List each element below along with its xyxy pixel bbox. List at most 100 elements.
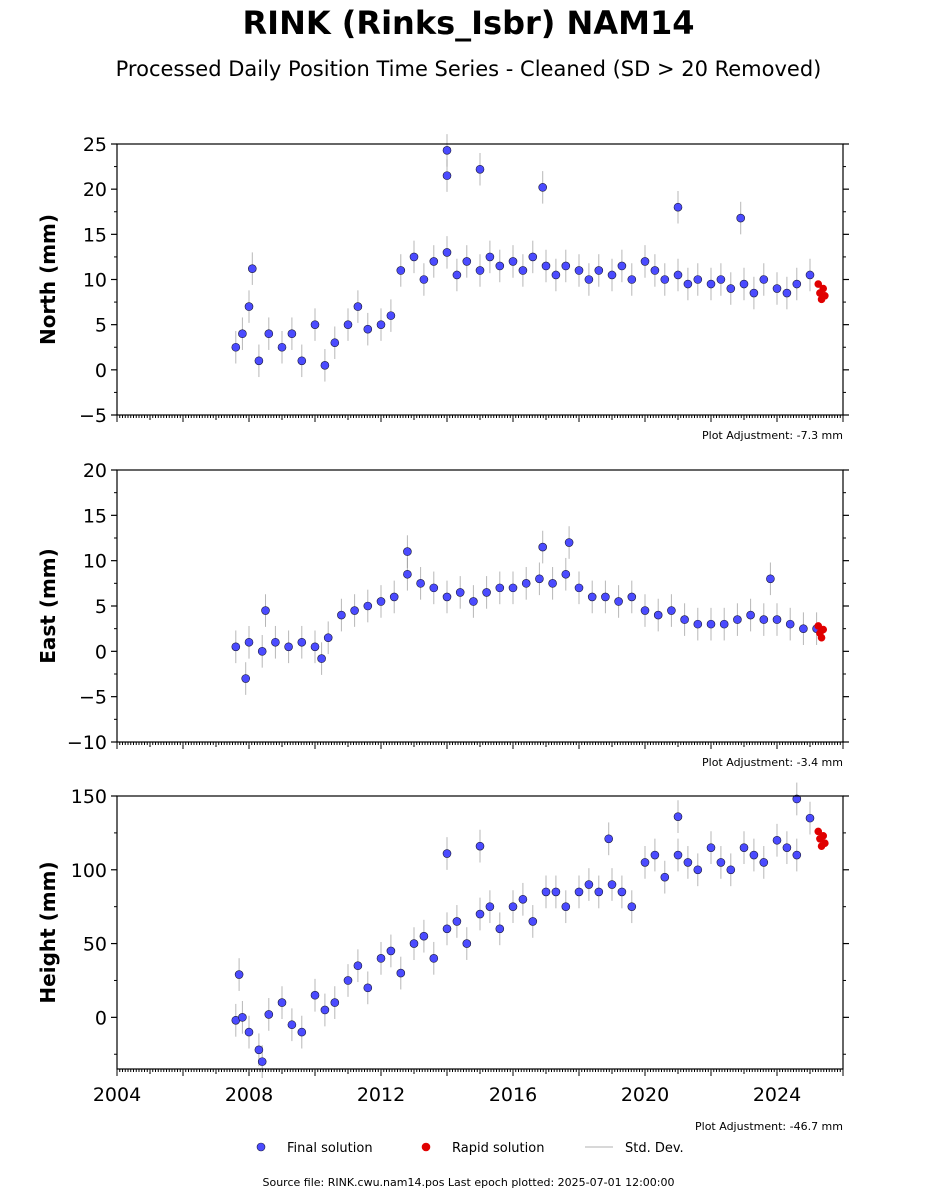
final-solution-point <box>673 202 683 212</box>
final-solution-point <box>320 1005 330 1015</box>
y-tick-label: 0 <box>95 641 107 663</box>
final-solution-point <box>231 342 241 352</box>
final-solution-point <box>601 592 610 602</box>
rapid-solution-point <box>821 839 829 848</box>
final-solution-point <box>739 843 749 852</box>
final-solution-point <box>518 894 528 904</box>
final-solution-point <box>277 998 287 1007</box>
panel-2: 0 50 100 150 2004 2008 2012 2016 2020 2024 Height … <box>36 782 849 1133</box>
final-solution-point <box>462 257 472 266</box>
final-solution-point <box>716 858 726 867</box>
final-solution-point <box>594 887 604 897</box>
final-solution-point <box>254 1045 264 1055</box>
final-solution-point <box>538 542 548 552</box>
final-solution-point <box>271 637 280 647</box>
y-tick-label: −5 <box>79 405 107 427</box>
final-solution-point <box>495 261 505 271</box>
final-solution-point <box>640 606 650 615</box>
final-solution-point <box>231 642 241 652</box>
final-solution-point <box>442 849 452 858</box>
legend-label: Std. Dev. <box>625 1141 684 1156</box>
final-solution-point <box>284 642 293 652</box>
final-solution-point <box>409 939 419 948</box>
final-solution-point <box>660 275 670 284</box>
chart-subtitle: Processed Daily Position Time Series - C… <box>115 57 822 81</box>
final-solution-point <box>396 266 406 275</box>
y-tick-label: 150 <box>71 786 107 808</box>
final-solution-point <box>719 619 729 629</box>
final-solution-point <box>297 1027 307 1037</box>
final-solution-point <box>766 574 775 584</box>
final-solution-point <box>376 597 386 606</box>
final-solution-point <box>452 270 462 280</box>
final-solution-point <box>442 146 452 155</box>
final-solution-point <box>538 183 548 192</box>
final-solution-point <box>693 865 703 875</box>
y-tick-label: 15 <box>83 505 107 527</box>
final-solution-point <box>386 311 396 320</box>
final-solution-point <box>350 606 359 615</box>
y-tick-label: −5 <box>79 687 107 709</box>
final-solution-point <box>337 610 346 620</box>
rapid-solution-point <box>814 827 823 836</box>
final-solution-point <box>409 252 419 262</box>
final-solution-point <box>650 850 660 860</box>
final-solution-point <box>584 275 594 284</box>
rapid-solution-point <box>819 832 828 840</box>
final-solution-point <box>376 320 386 329</box>
final-solution-point <box>772 615 782 624</box>
final-solution-point <box>759 615 769 624</box>
final-solution-point <box>799 624 808 633</box>
final-solution-point <box>548 579 557 588</box>
final-solution-point <box>782 843 792 852</box>
plot-adjustment: Plot Adjustment: -3.4 mm <box>702 756 843 769</box>
final-solution-point <box>660 872 670 882</box>
y-axis-label: East (mm) <box>36 548 60 664</box>
final-solution-point <box>495 924 505 934</box>
final-solution-point <box>792 850 802 860</box>
final-solution-point <box>264 1010 274 1019</box>
final-solution-point <box>587 592 597 602</box>
y-axis-label: Height (mm) <box>36 861 60 1003</box>
final-solution-point <box>442 924 452 934</box>
final-solution-point <box>792 794 802 804</box>
final-solution-point <box>551 270 561 280</box>
final-solution-point <box>297 637 307 647</box>
final-solution-point <box>475 909 485 919</box>
final-solution-point <box>706 279 716 289</box>
final-solution-point <box>320 361 330 370</box>
final-solution-point <box>528 917 538 926</box>
final-solution-point <box>640 858 650 867</box>
final-solution-point <box>244 1027 254 1037</box>
final-solution-point <box>455 588 465 597</box>
final-solution-point <box>574 266 584 275</box>
final-solution-point <box>759 275 769 284</box>
final-solution-point <box>452 917 462 926</box>
x-tick-label: 2012 <box>357 1084 405 1106</box>
final-solution-point <box>746 610 755 620</box>
final-solution-point <box>749 288 759 298</box>
final-solution-point <box>680 615 689 624</box>
rapid-solution-point <box>819 284 828 293</box>
plot-adjustment: Plot Adjustment: -46.7 mm <box>695 1120 843 1133</box>
final-solution-point <box>667 606 676 615</box>
y-tick-label: 100 <box>71 860 107 882</box>
final-solution-point <box>683 279 693 289</box>
final-solution-point <box>244 302 254 311</box>
final-solution-point <box>574 583 584 593</box>
final-solution-point <box>363 324 373 334</box>
final-solution-point <box>416 579 425 588</box>
final-solution-point <box>442 248 452 257</box>
final-solution-point <box>353 961 363 971</box>
final-solution-point <box>673 850 683 860</box>
final-solution-point <box>805 813 815 823</box>
final-solution-point <box>317 654 326 663</box>
final-solution-point <box>475 164 485 174</box>
final-solution-point <box>726 865 736 875</box>
final-solution-point <box>287 329 297 339</box>
final-solution-point <box>508 902 518 911</box>
final-solution-point <box>627 902 637 911</box>
legend-label: Rapid solution <box>452 1141 544 1156</box>
y-tick-label: 0 <box>95 360 107 382</box>
final-solution-point <box>785 619 795 629</box>
